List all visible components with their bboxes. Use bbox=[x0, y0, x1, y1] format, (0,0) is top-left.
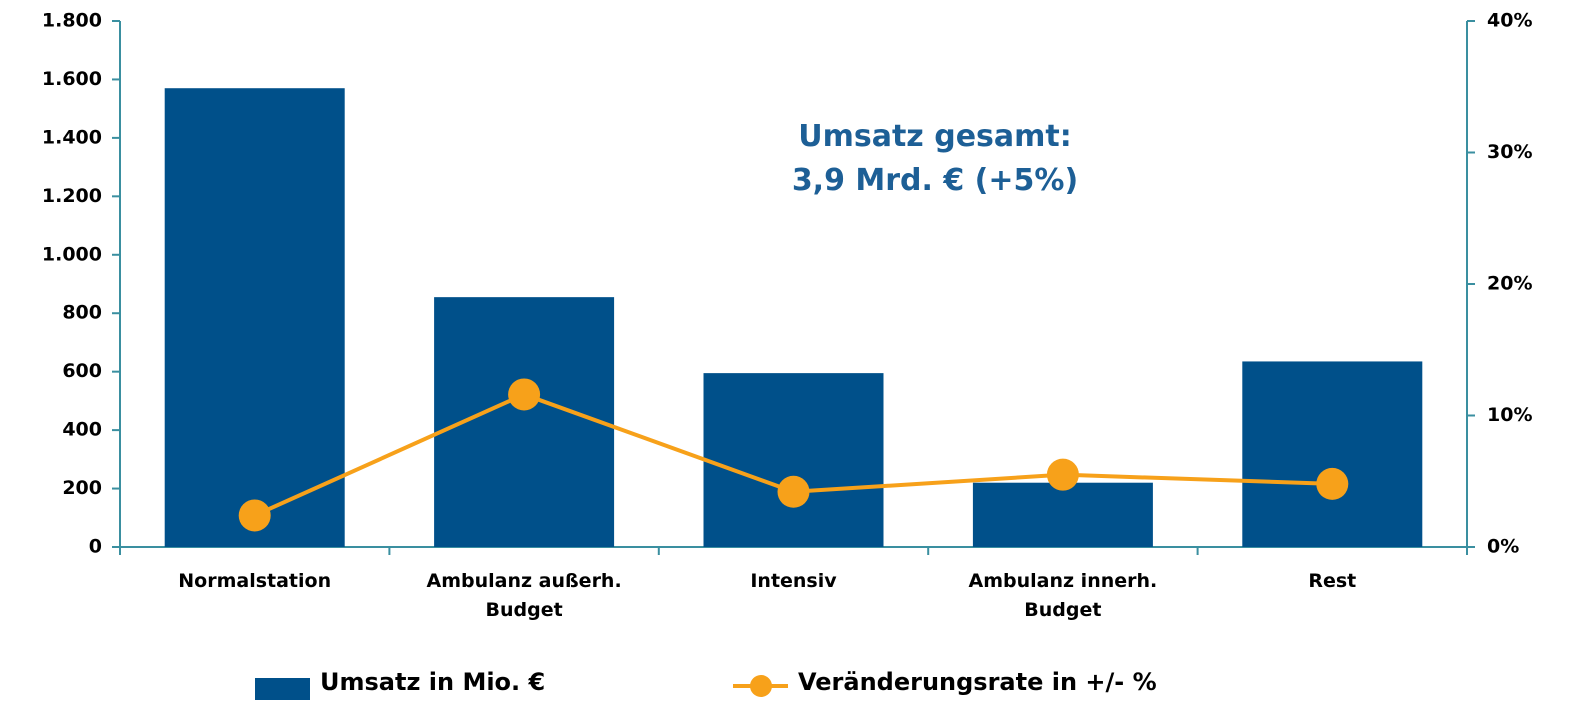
bar bbox=[703, 373, 884, 547]
x-tick-label: Ambulanz außerh. Budget bbox=[426, 570, 622, 621]
y-tick-label: 1.200 bbox=[42, 185, 102, 207]
line-marker bbox=[1046, 458, 1079, 491]
x-tick-label: Intensiv bbox=[750, 570, 837, 592]
y2-tick-label: 10% bbox=[1487, 404, 1532, 426]
y-tick-label: 800 bbox=[62, 302, 102, 324]
line-marker bbox=[238, 499, 271, 532]
annotation: Umsatz gesamt: 3,9 Mrd. € (+5%) bbox=[791, 119, 1079, 198]
x-tick-label: Rest bbox=[1308, 570, 1357, 592]
legend-marker bbox=[750, 675, 772, 697]
y-tick-label: 600 bbox=[62, 360, 102, 382]
bar bbox=[972, 482, 1153, 547]
line-marker bbox=[1316, 467, 1349, 500]
line-marker bbox=[508, 378, 541, 411]
y-tick-label: 0 bbox=[89, 536, 102, 558]
y2-tick-label: 20% bbox=[1487, 273, 1532, 295]
x-tick-label: Ambulanz innerh. Budget bbox=[968, 570, 1158, 621]
y-tick-label: 1.400 bbox=[42, 126, 102, 148]
bar bbox=[1242, 361, 1423, 547]
bar bbox=[164, 88, 345, 547]
y-tick-label: 1.600 bbox=[42, 68, 102, 90]
legend-label: Umsatz in Mio. € bbox=[320, 668, 546, 696]
y-tick-label: 1.800 bbox=[42, 10, 102, 32]
y-tick-label: 400 bbox=[62, 419, 102, 441]
y-tick-label: 200 bbox=[62, 477, 102, 499]
y2-tick-label: 40% bbox=[1487, 10, 1532, 32]
line-marker bbox=[777, 475, 810, 508]
y2-tick-label: 0% bbox=[1487, 536, 1519, 558]
y2-tick-label: 30% bbox=[1487, 141, 1532, 163]
legend-label: Veränderungsrate in +/- % bbox=[798, 668, 1157, 696]
x-tick-label: Normalstation bbox=[178, 570, 332, 592]
legend-swatch bbox=[255, 678, 310, 700]
y-tick-label: 1.000 bbox=[42, 243, 102, 265]
